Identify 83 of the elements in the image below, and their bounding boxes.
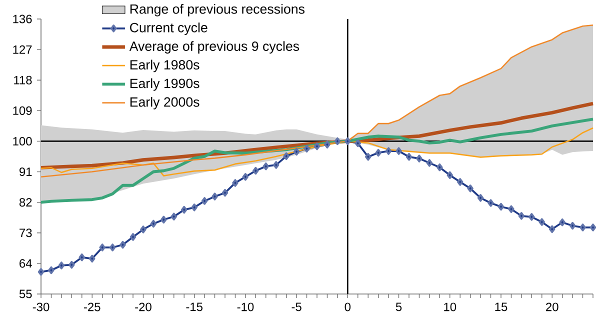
y-tick-label: 91	[20, 168, 32, 176]
y-tick-label: 55	[19, 290, 32, 298]
point	[467, 184, 474, 192]
x-tick-label: -5	[292, 302, 302, 312]
y-tick-label: 136	[13, 14, 32, 24]
x-tick-label: 15	[495, 302, 508, 312]
point	[436, 163, 443, 172]
point	[364, 152, 372, 161]
point	[170, 212, 178, 220]
point	[293, 148, 300, 156]
point	[58, 262, 65, 270]
point	[109, 244, 116, 252]
point	[99, 244, 106, 252]
x-tick-label: -30	[32, 302, 50, 312]
y-tick-label: 127	[13, 45, 32, 54]
y-tick-label: 100	[13, 136, 32, 146]
point	[324, 140, 330, 148]
point	[548, 225, 556, 234]
point	[201, 197, 208, 205]
point	[314, 142, 320, 150]
point	[252, 166, 259, 175]
y-tick-label: 64	[20, 259, 32, 268]
y-tick-label: 82	[19, 198, 32, 207]
x-tick-label: 0	[344, 302, 351, 312]
legend-label: Early 1980s	[130, 60, 200, 72]
point	[477, 194, 484, 202]
point	[406, 152, 412, 161]
x-tick-label: 10	[444, 302, 456, 312]
point	[569, 222, 576, 230]
point	[580, 224, 586, 232]
point	[344, 137, 351, 146]
point	[242, 172, 249, 181]
x-tick-label: 5	[396, 302, 402, 312]
point	[140, 226, 146, 234]
point	[180, 206, 188, 214]
y-tick-label: 73	[20, 228, 32, 238]
point	[488, 199, 494, 207]
point	[272, 161, 280, 169]
legend-label: Range of previous recessions	[130, 4, 304, 16]
point	[416, 154, 422, 162]
point	[88, 254, 96, 263]
legend-label: Average of previous 9 cycles	[129, 41, 300, 54]
point	[222, 188, 228, 197]
point	[456, 178, 464, 186]
point	[38, 268, 44, 276]
x-tick-label: -25	[84, 302, 100, 312]
point	[191, 204, 198, 212]
x-tick-label: -15	[186, 302, 202, 312]
point	[212, 192, 218, 200]
point	[498, 202, 504, 211]
point	[232, 179, 238, 187]
point	[78, 253, 86, 262]
point	[528, 213, 535, 221]
point	[283, 152, 290, 160]
point	[508, 205, 514, 213]
point	[518, 212, 525, 220]
x-tick-label: -10	[237, 302, 254, 312]
y-tick-label: 109	[13, 106, 32, 115]
legend-label: Early 1990s	[130, 78, 200, 91]
point	[354, 139, 362, 148]
point	[130, 233, 136, 241]
point	[396, 147, 402, 155]
y-tick-label: 118	[14, 76, 32, 84]
point	[385, 147, 392, 155]
point	[68, 260, 75, 269]
point	[304, 144, 310, 153]
point	[446, 171, 454, 180]
point	[559, 218, 566, 226]
point	[48, 266, 54, 274]
point	[375, 148, 382, 157]
x-tick-label: -20	[135, 302, 152, 312]
line-series	[40, 118, 594, 204]
point	[120, 240, 126, 249]
x-tick-label: 20	[546, 302, 558, 312]
legend-label: Early 2000s	[130, 96, 200, 110]
point	[538, 218, 546, 226]
point	[590, 224, 596, 232]
point	[160, 216, 167, 224]
point	[334, 137, 341, 146]
point	[262, 162, 270, 170]
legend-label: Current cycle	[130, 22, 208, 35]
point	[150, 220, 157, 228]
point	[426, 159, 433, 167]
